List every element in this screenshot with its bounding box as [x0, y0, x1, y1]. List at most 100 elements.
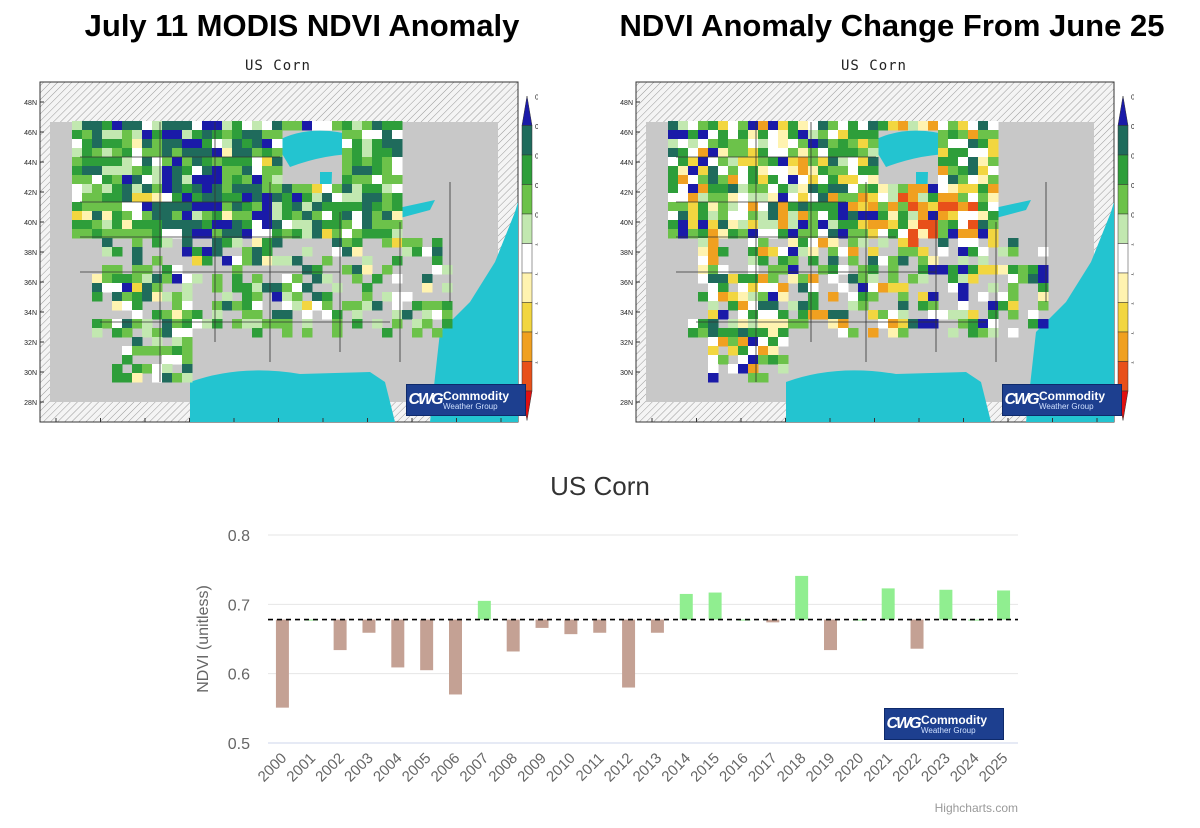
x-tick-label: 2003: [341, 750, 377, 786]
lat-label: 32N: [620, 340, 633, 347]
colorbar-label: -0.01: [1131, 242, 1134, 249]
colorbar-label: -0.06: [1131, 331, 1134, 338]
lat-label: 48N: [620, 100, 633, 107]
colorbar-segment: [1117, 125, 1129, 156]
lat-label: 42N: [24, 190, 37, 197]
colorbar-segment: [521, 125, 533, 156]
bar-2008: [506, 619, 520, 652]
bar-2017: [766, 619, 780, 623]
anomaly-map-canvas: 48N46N44N42N40N38N36N34N32N30N28N105W102…: [24, 81, 538, 423]
bar-2005: [420, 619, 434, 671]
colorbar-label: -0.01: [535, 242, 538, 249]
bar-2010: [564, 619, 578, 635]
colorbar-label: 0.06: [1131, 124, 1134, 131]
ndvi-change-map: US Corn 48N 46N 44N 42N 40N 38N 36N 34N 32N 30N 28…: [614, 58, 1134, 428]
ndvi-bar-chart: US Corn 0.5 0.6 0.7 0.8 NDVI (unitless) 2000 20…: [0, 460, 1200, 828]
gulf-of-mexico: [786, 370, 991, 422]
colorbar-segment: [1117, 184, 1129, 215]
bar-2019: [824, 619, 837, 651]
lat-label: 34N: [620, 310, 633, 317]
x-tick-label: 2000: [255, 750, 291, 786]
colorbar-segment: [521, 302, 533, 333]
left-map-title: July 11 MODIS NDVI Anomaly: [84, 8, 520, 43]
colorbar-segment: [1117, 213, 1129, 244]
bar-2001: [304, 619, 318, 621]
colorbar-segment: [521, 243, 533, 274]
x-tick-label: 2010: [543, 750, 579, 786]
colorbar-segment: [1117, 331, 1129, 362]
bar-2016: [737, 619, 751, 621]
change-map-canvas: 48N46N44N42N40N38N36N34N32N30N28N105W102…: [620, 81, 1134, 423]
lat-label: 36N: [620, 280, 633, 287]
bar-2003: [362, 619, 376, 633]
colorbar-label: 0.01: [535, 213, 538, 220]
cwg-logo-icon: CWG: [1004, 391, 1039, 408]
x-tick-label: 2019: [803, 750, 839, 786]
bar-2020: [852, 619, 866, 621]
bar-2013: [650, 619, 664, 633]
colorbar-segment: [1117, 272, 1129, 303]
lat-label: 44N: [620, 160, 633, 167]
cwg-logo-icon: CWG: [408, 391, 443, 408]
colorbar-label: -0.1: [535, 360, 538, 367]
x-tick-label: 2004: [370, 750, 406, 786]
x-tick-label: 2014: [658, 750, 694, 786]
colorbar-label: 0.1: [535, 95, 538, 102]
y-tick-label: 0.5: [228, 736, 250, 753]
x-tick-label: 2018: [774, 750, 810, 786]
gulf-of-mexico: [190, 370, 395, 422]
lat-label: 28N: [24, 400, 37, 407]
map-subtitle: US Corn: [244, 58, 311, 74]
x-tick-label: 2012: [601, 750, 637, 786]
x-tick-label: 2009: [514, 750, 550, 786]
x-tick-label: 2011: [573, 750, 608, 785]
y-tick-label: 0.8: [228, 528, 250, 545]
lat-label: 40N: [24, 220, 37, 227]
x-tick-label: 2024: [947, 750, 983, 786]
logo-line1: Commodity: [1039, 388, 1105, 403]
lat-label: 48N: [24, 100, 37, 107]
lat-label: 44N: [24, 160, 37, 167]
x-tick-label: 2020: [832, 750, 868, 786]
colorbar-label: 0.06: [535, 124, 538, 131]
colorbar-segment: [521, 331, 533, 362]
bar-2015: [708, 592, 722, 620]
bar-2006: [449, 619, 462, 695]
colorbar-label: -0.04: [1131, 301, 1134, 308]
x-tick-label: 2008: [485, 750, 521, 786]
lat-label: 42N: [620, 190, 633, 197]
colorbar-segment: [1117, 154, 1129, 185]
bar-2009: [535, 619, 549, 628]
logo-line2: Weather Group: [1039, 401, 1094, 411]
bar-2018: [795, 575, 809, 620]
chart-title: US Corn: [550, 471, 650, 501]
x-tick-label: 2022: [889, 750, 925, 786]
colorbar-cap-top: [521, 95, 533, 126]
bar-2011: [593, 619, 607, 633]
lat-label: 30N: [620, 370, 633, 377]
y-axis-label: NDVI (unitless): [195, 585, 212, 693]
x-tick-label: 2025: [976, 750, 1012, 786]
x-tick-label: 2021: [860, 750, 896, 786]
bar-2004: [391, 619, 405, 668]
colorbar-label: 0.04: [535, 154, 538, 161]
x-tick-label: 2005: [399, 750, 435, 786]
x-tick-label: 2015: [687, 750, 723, 786]
colorbar-segment: [521, 213, 533, 244]
x-tick-label: 2002: [312, 750, 348, 786]
colorbar-label: 0.02: [1131, 183, 1134, 190]
x-tick-label: 2001: [283, 750, 319, 786]
right-map-title: NDVI Anomaly Change From June 25: [619, 8, 1165, 43]
colorbar-segment: [1117, 302, 1129, 333]
colorbar-label: 0.04: [1131, 154, 1134, 161]
lat-label: 32N: [24, 340, 37, 347]
bar-2025: [997, 590, 1011, 620]
colorbar-label: 0.02: [535, 183, 538, 190]
lat-label: 38N: [620, 250, 633, 257]
colorbar-cap-top: [1117, 95, 1129, 126]
colorbar-segment: [1117, 243, 1129, 274]
colorbar-segment: [521, 154, 533, 185]
lat-label: 34N: [24, 310, 37, 317]
y-tick-label: 0.6: [228, 667, 250, 684]
